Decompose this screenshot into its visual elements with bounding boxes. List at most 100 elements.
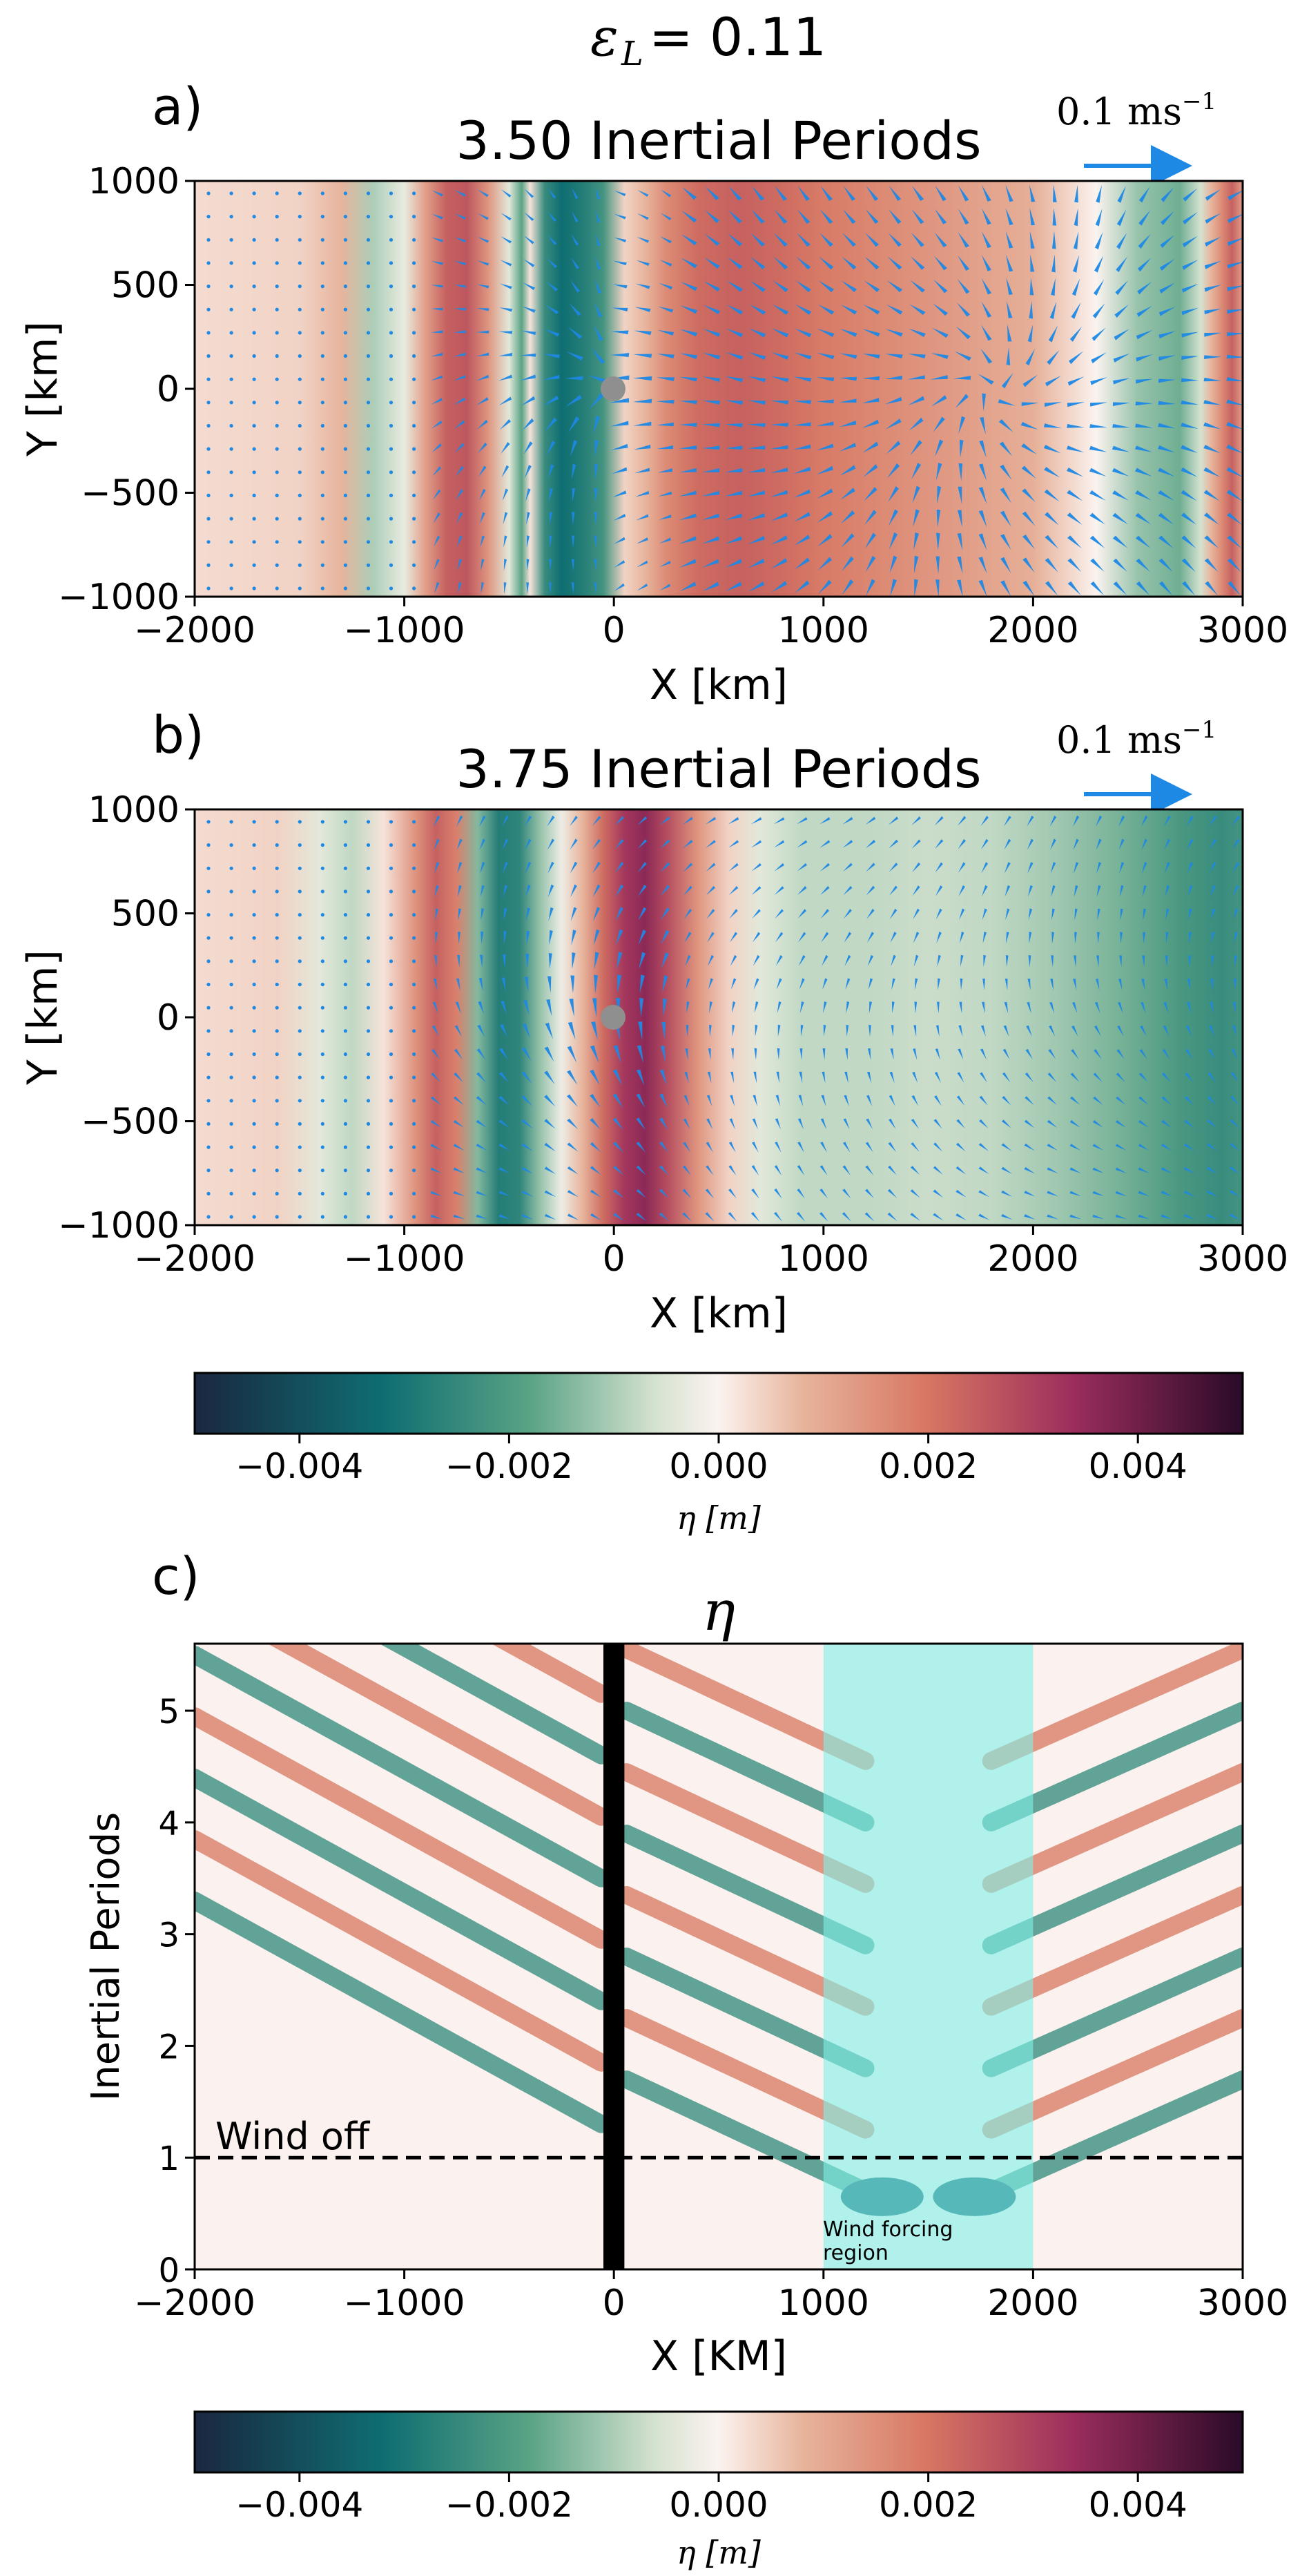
colorbar-tick-label: −0.002	[445, 1446, 573, 1486]
velocity-arrow	[1233, 908, 1239, 921]
velocity-dot	[275, 1215, 279, 1219]
velocity-arrow	[1006, 932, 1009, 944]
velocity-arrow	[1181, 356, 1199, 361]
velocity-dot	[206, 493, 211, 498]
velocity-arrow	[615, 861, 624, 873]
velocity-arrow	[614, 583, 625, 591]
colorbar-1-label: η [m]	[677, 1499, 761, 1537]
colorbar-2-bar	[193, 2410, 1244, 2474]
velocity-arrow	[1112, 490, 1129, 501]
velocity-arrow	[680, 305, 698, 314]
panel-b-xticks: −2000 −1000 0 1000 2000 3000	[134, 1225, 1288, 1280]
velocity-arrow	[499, 283, 512, 289]
velocity-arrow	[659, 260, 672, 267]
velocity-arrow	[635, 490, 650, 497]
velocity-arrow	[935, 462, 942, 481]
velocity-arrow	[657, 329, 675, 336]
velocity-arrow	[911, 463, 922, 480]
colorbar-tick-label: −0.002	[445, 2485, 573, 2525]
velocity-arrow	[978, 557, 987, 574]
velocity-arrow	[958, 816, 967, 826]
velocity-arrow	[796, 256, 811, 270]
panel-c-wind-region	[823, 1644, 1034, 2269]
velocity-arrow	[935, 908, 942, 920]
velocity-arrow	[1119, 885, 1124, 897]
velocity-arrow	[889, 532, 898, 550]
velocity-dot	[343, 238, 347, 242]
velocity-arrow	[957, 533, 963, 551]
velocity-arrow	[770, 445, 788, 450]
velocity-arrow	[543, 395, 559, 406]
velocity-dot	[389, 1215, 394, 1219]
panel-b-ytick-label: 1000	[88, 789, 180, 831]
velocity-arrow	[525, 953, 530, 969]
velocity-arrow	[431, 213, 443, 220]
panel-b-xtick-label: −2000	[134, 1238, 255, 1280]
panel-c-ytick-label: 2	[158, 2028, 180, 2066]
velocity-arrow	[866, 579, 875, 596]
velocity-dot	[252, 377, 256, 381]
velocity-arrow	[1000, 534, 1011, 550]
velocity-arrow	[1184, 1119, 1194, 1128]
velocity-arrow	[480, 954, 483, 968]
velocity-arrow	[1181, 423, 1199, 429]
panel-c-xlabel: X [KM]	[650, 2332, 787, 2381]
velocity-arrow	[634, 468, 650, 474]
velocity-arrow	[1020, 421, 1038, 430]
velocity-arrow	[823, 1001, 827, 1014]
velocity-arrow	[1227, 237, 1245, 247]
velocity-arrow	[754, 1048, 757, 1060]
velocity-dot	[298, 517, 302, 521]
velocity-arrow	[637, 560, 648, 568]
velocity-arrow	[1134, 468, 1152, 477]
velocity-arrow	[1161, 211, 1174, 225]
velocity-arrow	[1185, 1048, 1193, 1060]
panel-a-ytick-label: 0	[157, 369, 180, 410]
velocity-dot	[229, 447, 233, 451]
velocity-arrow	[702, 376, 721, 383]
velocity-arrow	[566, 351, 583, 361]
panel-b-xtick-label: 0	[603, 1238, 625, 1280]
velocity-dot	[366, 517, 371, 521]
velocity-arrow	[476, 1096, 487, 1106]
velocity-arrow	[503, 559, 507, 571]
velocity-arrow	[636, 514, 649, 521]
velocity-arrow	[637, 862, 647, 873]
velocity-arrow	[839, 376, 857, 381]
velocity-arrow	[656, 399, 675, 404]
velocity-arrow	[885, 329, 903, 337]
velocity-arrow	[752, 909, 761, 919]
velocity-arrow	[1203, 400, 1221, 405]
velocity-arrow	[1142, 885, 1147, 897]
velocity-arrow	[430, 1191, 443, 1197]
velocity-arrow	[775, 909, 784, 919]
velocity-arrow	[1161, 1167, 1172, 1174]
panel-c-xtick-label: 0	[603, 2282, 625, 2324]
velocity-dot	[275, 191, 279, 195]
panel-b-xtick-label: 1000	[778, 1238, 869, 1280]
velocity-arrow	[1067, 558, 1082, 573]
velocity-arrow	[456, 535, 463, 548]
velocity-arrow	[1115, 1214, 1127, 1220]
velocity-arrow	[679, 423, 697, 427]
velocity-arrow	[544, 1070, 555, 1084]
velocity-arrow	[1234, 932, 1238, 944]
velocity-arrow	[752, 1142, 759, 1153]
velocity-arrow	[911, 839, 921, 849]
velocity-arrow	[500, 236, 512, 244]
velocity-dot	[320, 1191, 324, 1195]
velocity-dot	[275, 913, 279, 917]
velocity-dot	[412, 913, 416, 917]
velocity-arrow	[1185, 1025, 1192, 1037]
velocity-arrow	[1187, 862, 1194, 874]
velocity-arrow	[1029, 278, 1034, 296]
velocity-arrow	[476, 1191, 488, 1197]
velocity-arrow	[1165, 908, 1170, 921]
velocity-arrow	[845, 978, 851, 990]
velocity-arrow	[1069, 1167, 1081, 1174]
velocity-arrow	[842, 209, 856, 224]
velocity-arrow	[594, 512, 597, 526]
velocity-arrow	[1204, 308, 1222, 315]
velocity-arrow	[910, 1166, 920, 1175]
velocity-arrow	[1050, 979, 1054, 990]
